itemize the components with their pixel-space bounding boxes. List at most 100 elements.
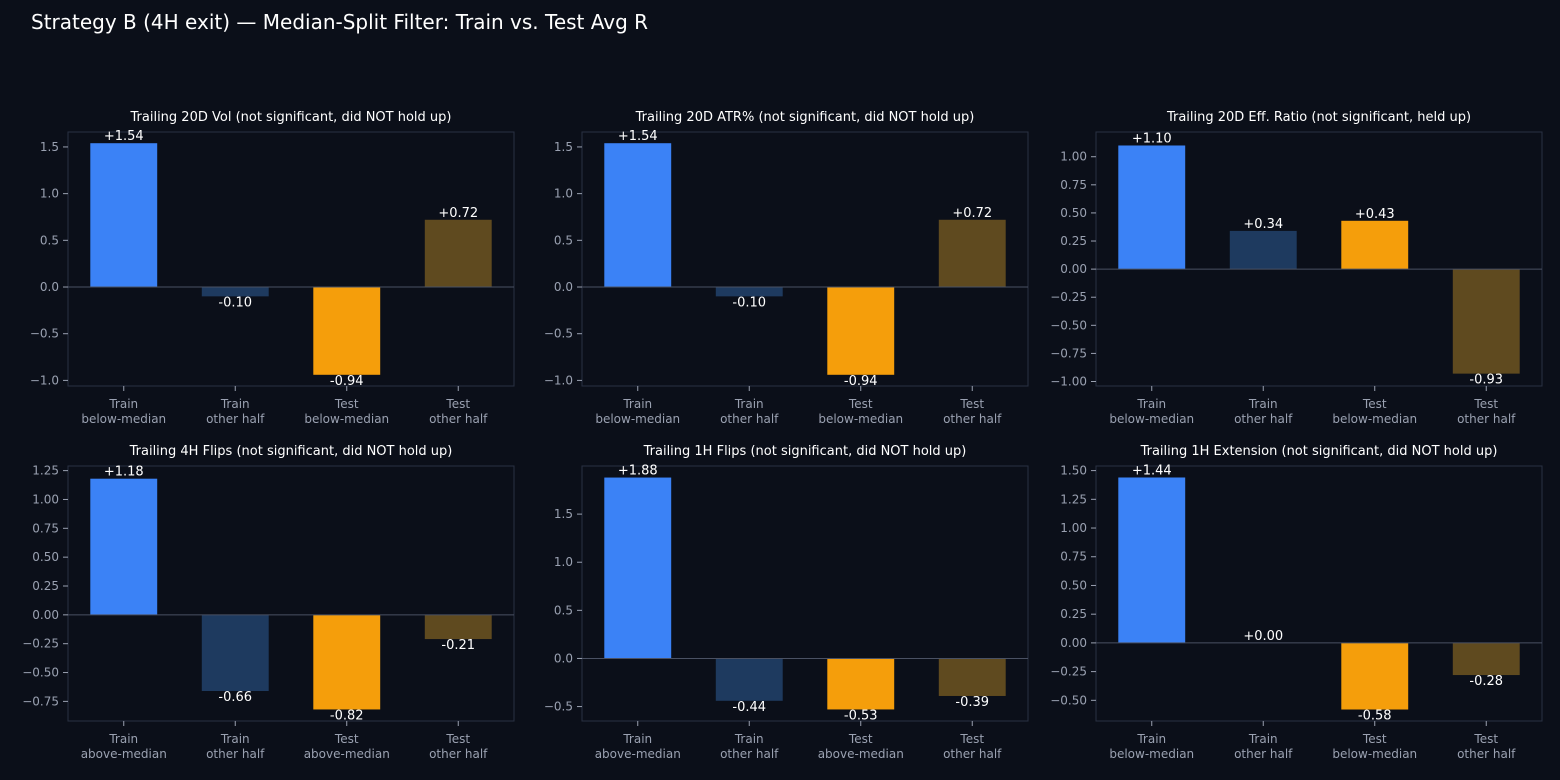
bar [1118, 477, 1186, 643]
bar-value-label: +1.10 [1132, 131, 1172, 146]
bar-value-label: -0.82 [330, 708, 364, 723]
x-tick-label-line: Test [445, 732, 470, 746]
x-tick-label: Test other half [429, 397, 488, 426]
y-tick-label: 1.5 [40, 140, 59, 154]
x-tick-label-line: below-median [1332, 412, 1417, 426]
x-tick-label-line: below-median [1109, 412, 1194, 426]
bar-value-label: +1.18 [104, 465, 144, 480]
x-tick-label-line: other half [943, 747, 1002, 761]
x-tick-label-line: other half [943, 412, 1002, 426]
plot-frame [581, 465, 1029, 722]
x-tick-label-line: other half [720, 747, 779, 761]
y-tick-label: −0.25 [1050, 665, 1087, 679]
chart-panel: Trailing 1H Flips (not significant, did … [544, 444, 1029, 761]
plot-frame [67, 465, 515, 722]
bar-value-label: -0.58 [1358, 709, 1392, 724]
bar [715, 658, 783, 701]
y-tick-label: 0.25 [1060, 234, 1087, 248]
y-tick-label: −0.25 [1050, 290, 1087, 304]
x-tick-label-line: Test [1473, 397, 1498, 411]
x-tick-label-line: above-median [595, 747, 681, 761]
y-tick-label: 0.00 [1060, 262, 1087, 276]
bar-value-label: -0.53 [844, 708, 878, 723]
y-tick-label: 1.0 [554, 555, 573, 569]
x-tick-label-line: other half [206, 747, 265, 761]
y-tick-label: 1.25 [32, 464, 59, 478]
x-tick-label-line: below-median [818, 412, 903, 426]
bar [1118, 145, 1186, 270]
y-tick-label: 1.00 [32, 492, 59, 506]
bar [938, 219, 1006, 288]
bar [90, 143, 158, 288]
x-tick-label: Test above-median [304, 732, 390, 761]
bar-value-label: -0.28 [1469, 674, 1503, 689]
y-tick-label: −1.00 [1050, 375, 1087, 389]
x-tick-label-line: Train [1136, 397, 1166, 411]
y-tick-label: 0.0 [554, 280, 573, 294]
bar-value-label: +0.72 [952, 206, 992, 221]
chart-title: Trailing 4H Flips (not significant, did … [129, 444, 453, 459]
x-tick-label: Test other half [943, 732, 1002, 761]
x-tick-label-line: Train [734, 397, 764, 411]
x-tick-label-line: Train [1248, 397, 1278, 411]
bar [201, 614, 269, 691]
bar [827, 287, 895, 375]
x-tick-label-line: below-median [81, 412, 166, 426]
y-tick-label: −0.50 [1050, 318, 1087, 332]
chart-title: Trailing 1H Flips (not significant, did … [643, 444, 967, 459]
x-tick-label-line: above-median [81, 747, 167, 761]
y-tick-label: 0.50 [1060, 206, 1087, 220]
chart-panel: Trailing 20D Vol (not significant, did N… [30, 110, 515, 426]
y-tick-label: 0.25 [32, 579, 59, 593]
bar [604, 477, 672, 659]
bar-value-label: +0.43 [1355, 207, 1395, 222]
plot-frame [581, 131, 1029, 387]
x-tick-label: Train other half [206, 732, 265, 761]
y-tick-label: 1.00 [1060, 521, 1087, 535]
bar-value-label: +1.54 [618, 129, 658, 144]
y-tick-label: 0.5 [554, 233, 573, 247]
x-tick-label-line: below-median [1332, 747, 1417, 761]
chart-panel: Trailing 20D ATR% (not significant, did … [544, 110, 1029, 426]
bar-value-label: +1.88 [618, 464, 658, 479]
y-tick-label: −0.5 [544, 700, 573, 714]
chart-title: Trailing 20D Eff. Ratio (not significant… [1166, 110, 1471, 125]
x-tick-label: Train below-median [595, 397, 680, 426]
x-tick-label: Train below-median [1109, 732, 1194, 761]
y-tick-label: −1.0 [544, 373, 573, 387]
x-tick-label: Test other half [1457, 397, 1516, 426]
bar [938, 658, 1006, 696]
y-tick-label: 0.5 [40, 233, 59, 247]
y-tick-label: 0.75 [1060, 178, 1087, 192]
y-tick-label: −0.75 [1050, 346, 1087, 360]
bar-value-label: -0.10 [218, 295, 252, 310]
bar-value-label: +1.54 [104, 129, 144, 144]
x-tick-label: Test above-median [818, 732, 904, 761]
y-tick-label: 1.0 [554, 187, 573, 201]
y-tick-label: 1.5 [554, 507, 573, 521]
x-tick-label-line: Test [848, 397, 873, 411]
y-tick-label: 1.00 [1060, 150, 1087, 164]
y-tick-label: 0.50 [32, 550, 59, 564]
x-tick-label-line: below-median [304, 412, 389, 426]
chart-title: Trailing 1H Extension (not significant, … [1140, 444, 1498, 459]
bar [1452, 642, 1520, 676]
x-tick-label-line: other half [1234, 412, 1293, 426]
bar [424, 614, 492, 640]
bar [715, 287, 783, 297]
bar [1341, 220, 1409, 270]
y-tick-label: −0.50 [22, 666, 59, 680]
x-tick-label: Train below-median [1109, 397, 1194, 426]
x-tick-label-line: Train [1248, 732, 1278, 746]
x-tick-label-line: Test [445, 397, 470, 411]
bar [1452, 269, 1520, 374]
x-tick-label: Train other half [720, 397, 779, 426]
y-tick-label: 0.25 [1060, 607, 1087, 621]
x-tick-label: Train above-median [595, 732, 681, 761]
x-tick-label: Train other half [720, 732, 779, 761]
bar [424, 219, 492, 288]
plot-frame [67, 131, 515, 387]
y-tick-label: −0.75 [22, 694, 59, 708]
bar-value-label: +0.00 [1243, 629, 1283, 644]
bar-value-label: -0.21 [441, 638, 475, 653]
